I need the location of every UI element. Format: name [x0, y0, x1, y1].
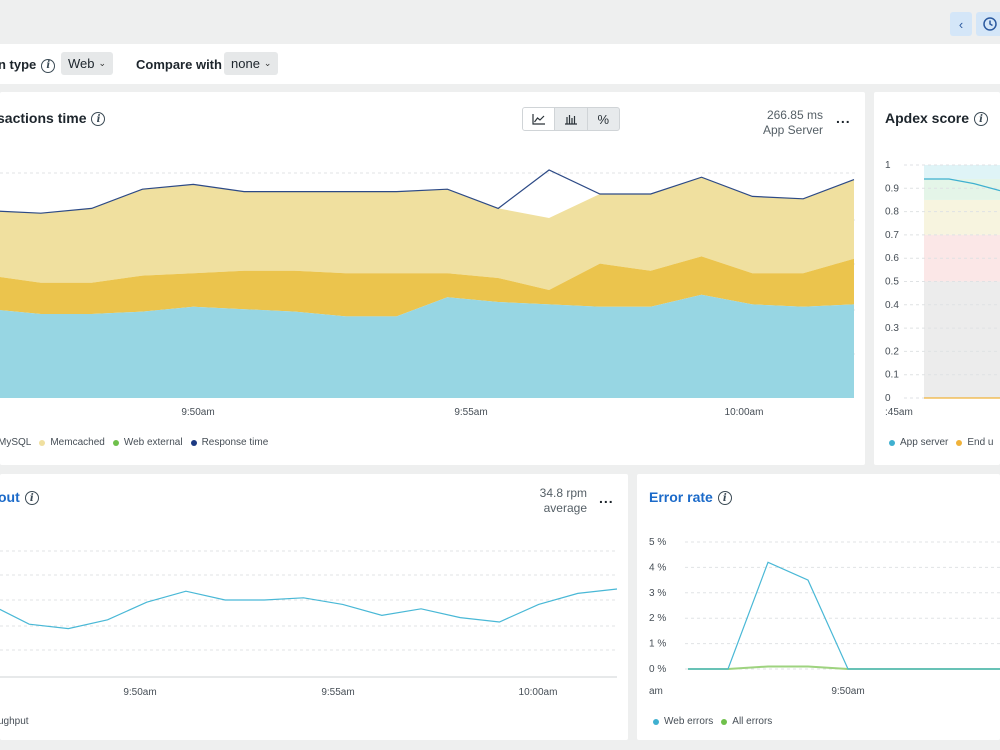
throughput-legend: ughput — [0, 716, 29, 727]
y-tick-label: 0 % — [649, 664, 666, 675]
x-tick-label: 10:00am — [725, 407, 764, 418]
memcached-area — [0, 177, 854, 290]
error-rate-title: Error rate i — [649, 489, 732, 506]
filter-bar — [0, 44, 1000, 84]
summary-label: average — [543, 501, 587, 515]
summary-label: App Server — [762, 123, 823, 137]
info-icon[interactable]: i — [91, 112, 106, 127]
clock-icon — [983, 17, 997, 31]
y-tick-label: 1 % — [649, 639, 666, 650]
compare-with-label: Compare with — [136, 57, 222, 72]
summary-value: 266.85 ms — [766, 108, 823, 122]
summary-value: 34.8 rpm — [539, 486, 587, 500]
y-tick-label: 0.8 — [885, 207, 899, 218]
legend-dot — [190, 439, 197, 446]
legend-item-all-errors[interactable]: All errors — [721, 716, 772, 727]
apdex-chart: 1 0.9 0.8 0.7 0.6 0.5 0.4 0.3 0.2 0.1 0 :45am — [885, 160, 1000, 418]
legend-item-app-server[interactable]: App server — [889, 437, 948, 448]
y-tick-label: 0.2 — [885, 346, 899, 357]
error-rate-legend: Web errors All errors — [653, 716, 772, 727]
y-tick-label: 0.4 — [885, 300, 899, 311]
apdex-title: Apdex score i — [885, 110, 989, 127]
apdex-band-good — [924, 199, 1000, 235]
x-tick-label: 9:50am — [181, 407, 214, 418]
y-tick-label: 0 — [885, 393, 891, 404]
y-tick-label: 0.5 — [885, 277, 899, 288]
legend-dot — [653, 718, 659, 725]
y-tick-label: 4 % — [649, 562, 666, 573]
legend-item-web-external[interactable]: Web external — [112, 437, 183, 448]
percent-toggle[interactable]: % — [588, 108, 619, 130]
transaction-type-dropdown[interactable]: Web ⌄ — [61, 52, 114, 75]
bar-chart-toggle[interactable] — [555, 108, 588, 130]
app-server-apdex-line — [924, 178, 1000, 192]
legend-dot — [889, 439, 895, 446]
apdex-band-excellent — [924, 165, 1000, 179]
transactions-summary: 266.85 ms App Server — [730, 108, 823, 138]
legend-dot — [39, 439, 46, 446]
x-tick-label: 9:55am — [454, 407, 487, 418]
legend-item-web-errors[interactable]: Web errors — [653, 716, 713, 727]
transactions-area-chart: 9:50am 9:55am 10:00am — [0, 169, 855, 418]
chevron-down-icon: ⌄ — [98, 58, 107, 68]
error-rate-card — [637, 474, 1000, 740]
y-tick-label: 0.7 — [885, 230, 899, 241]
app-server-area — [0, 294, 854, 398]
info-icon[interactable]: i — [41, 58, 56, 73]
legend-item-end-user[interactable]: End u — [956, 437, 994, 448]
transaction-type-label: n type i — [0, 57, 56, 73]
y-tick-label: 2 % — [649, 613, 666, 624]
area-chart-icon — [532, 114, 545, 125]
x-tick-label: 9:50am — [123, 687, 156, 698]
legend-item-mysql[interactable]: MySQL — [0, 437, 32, 448]
percent-icon: % — [597, 111, 610, 127]
info-icon[interactable]: i — [717, 491, 732, 506]
x-tick-label: am — [649, 686, 663, 697]
time-picker-button[interactable] — [976, 12, 1000, 36]
transactions-time-title: sactions time i — [0, 110, 106, 127]
x-tick-label: 9:50am — [831, 686, 864, 697]
throughput-summary: 34.8 rpm average — [500, 486, 587, 516]
throughput-card — [0, 474, 628, 740]
x-tick-label: :45am — [885, 407, 913, 418]
compare-with-dropdown[interactable]: none ⌄ — [224, 52, 279, 75]
y-tick-label: 3 % — [649, 588, 666, 599]
x-tick-label: 9:55am — [321, 687, 354, 698]
more-menu-button[interactable]: ... — [599, 490, 614, 506]
legend-item-response-time[interactable]: Response time — [190, 437, 268, 448]
web-errors-line — [688, 561, 1000, 670]
response-time-line — [0, 169, 855, 214]
chart-type-toggle: % — [522, 107, 620, 131]
apdex-band-poor — [924, 281, 1000, 398]
info-icon[interactable]: i — [974, 112, 989, 127]
bar-chart-icon — [564, 115, 577, 125]
y-tick-label: 1 — [885, 160, 891, 171]
legend-dot — [112, 439, 119, 446]
y-tick-label: 0.1 — [885, 370, 899, 381]
legend-dot — [956, 439, 963, 446]
error-rate-chart: 5 % 4 % 3 % 2 % 1 % 0 % am 9:50am — [649, 537, 1000, 697]
top-header — [0, 0, 1000, 44]
apdex-band-great — [924, 178, 1000, 200]
more-menu-button[interactable]: ... — [836, 110, 851, 126]
y-tick-label: 0.9 — [885, 183, 899, 194]
legend-item-throughput[interactable]: ughput — [0, 716, 29, 727]
area-chart-toggle[interactable] — [523, 108, 556, 130]
chevron-left-icon: ‹ — [958, 16, 964, 32]
legend-dot — [721, 718, 728, 725]
info-icon[interactable]: i — [24, 491, 39, 506]
back-button[interactable]: ‹ — [950, 12, 972, 36]
mysql-area — [0, 256, 854, 317]
apdex-legend: App server End u — [889, 437, 994, 448]
throughput-title: out i — [0, 489, 39, 506]
throughput-line-chart: 9:50am 9:55am 10:00am — [0, 550, 618, 698]
y-tick-label: 5 % — [649, 537, 666, 548]
y-tick-label: 0.6 — [885, 253, 899, 264]
y-tick-label: 0.3 — [885, 323, 899, 334]
throughput-line — [0, 588, 618, 630]
x-tick-label: 10:00am — [519, 687, 558, 698]
legend-item-memcached[interactable]: Memcached — [39, 437, 105, 448]
chevron-down-icon: ⌄ — [263, 58, 272, 68]
transactions-legend: MySQL Memcached Web external Response ti… — [0, 437, 268, 448]
